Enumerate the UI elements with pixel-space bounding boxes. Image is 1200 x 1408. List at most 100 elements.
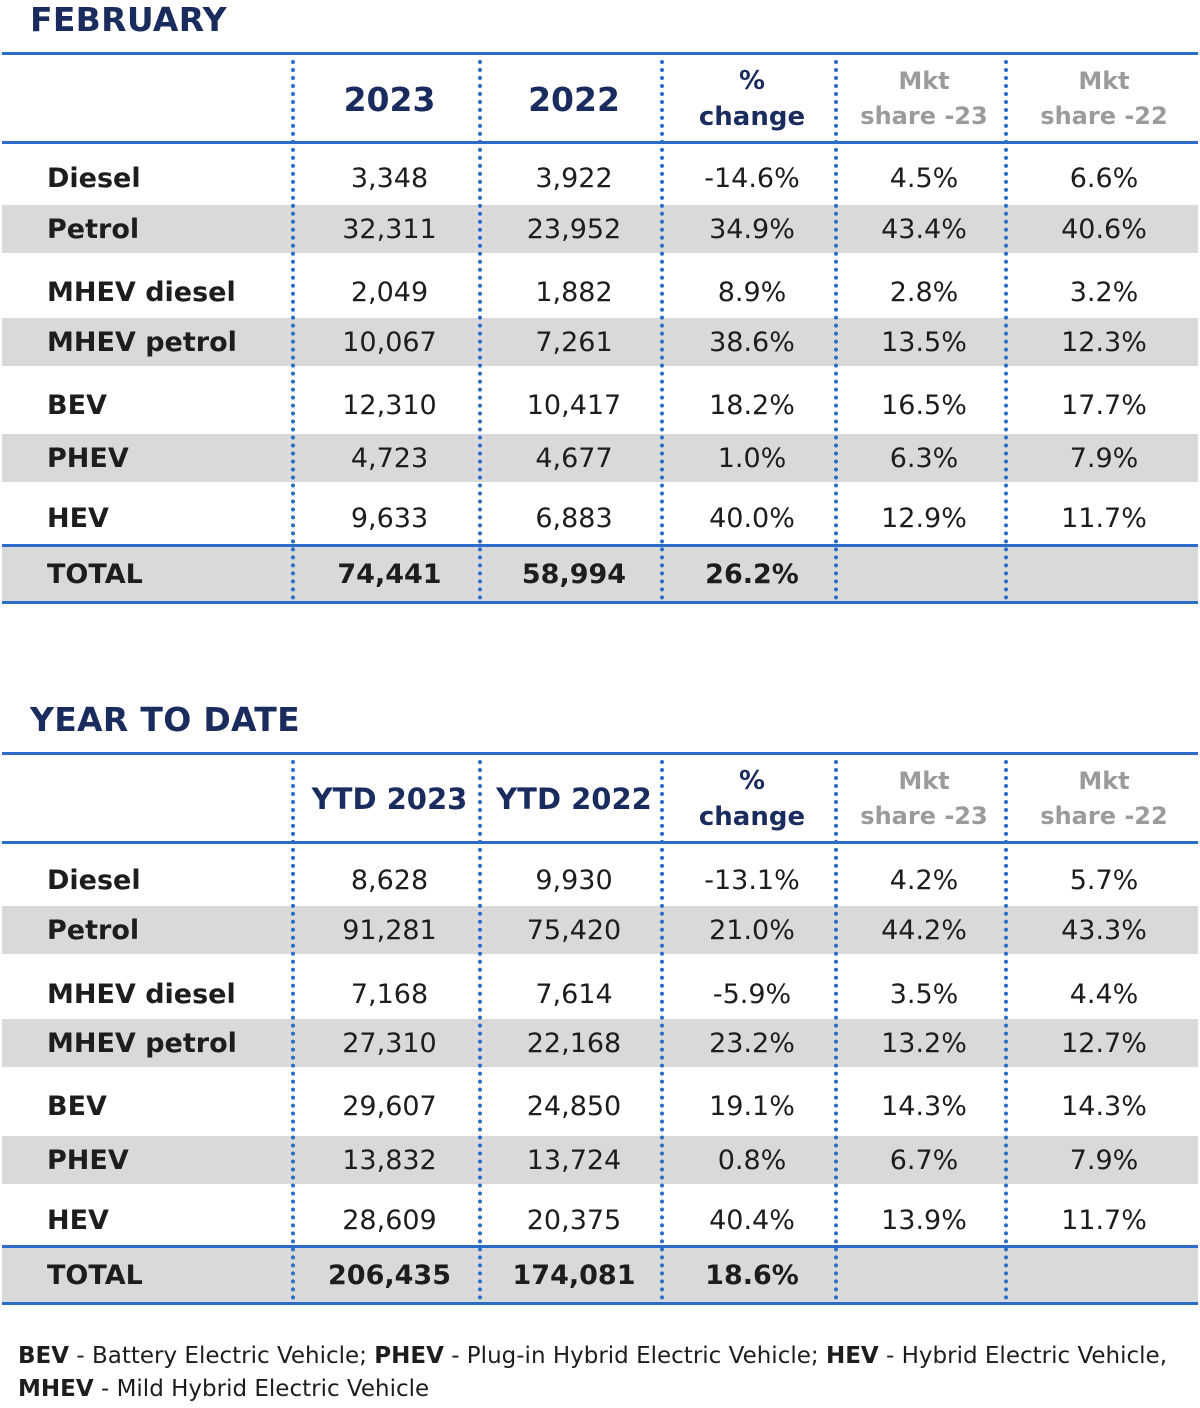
header-mkt22-line1: Mkt bbox=[1078, 767, 1130, 795]
value-ytd-2022: 24,850 bbox=[526, 1090, 622, 1122]
mkt-share-22: 40.6% bbox=[1061, 213, 1147, 245]
pct-change: 34.9% bbox=[709, 213, 795, 245]
value-2023: 12,310 bbox=[342, 389, 437, 421]
table-row: Diesel 8,628 9,930 -13.1% 4.2% 5.7% bbox=[2, 856, 1198, 904]
total-pct-change: 18.6% bbox=[705, 1259, 799, 1291]
mkt-share-23: 6.7% bbox=[889, 1144, 959, 1176]
section-title: YEAR TO DATE bbox=[30, 700, 300, 739]
pct-change: 23.2% bbox=[709, 1027, 795, 1059]
header-pct-change: change bbox=[698, 802, 806, 832]
mkt-share-23: 43.4% bbox=[881, 213, 967, 245]
table-row: HEV 28,609 20,375 40.4% 13.9% 11.7% bbox=[2, 1196, 1198, 1244]
ytd-table: YTD 2023 YTD 2022 % change Mkt share -23… bbox=[2, 752, 1198, 1312]
value-2022: 1,882 bbox=[535, 276, 613, 308]
pct-change: -13.1% bbox=[704, 864, 800, 896]
row-label: Diesel bbox=[47, 162, 141, 194]
value-ytd-2023: 8,628 bbox=[350, 864, 429, 896]
total-mkt-share-23 bbox=[840, 1248, 1008, 1302]
total-pct-change: 26.2% bbox=[705, 558, 799, 590]
column-divider bbox=[834, 60, 838, 600]
pct-change: 38.6% bbox=[709, 326, 795, 358]
value-ytd-2023: 91,281 bbox=[342, 914, 437, 946]
header-mkt22-line2: share -22 bbox=[1040, 102, 1168, 130]
header-col-2022: 2022 bbox=[528, 79, 620, 119]
column-divider bbox=[1004, 60, 1008, 600]
mkt-share-23: 12.9% bbox=[881, 502, 967, 534]
mkt-share-23: 4.5% bbox=[889, 162, 959, 194]
pct-change: 19.1% bbox=[709, 1090, 795, 1122]
header-col-ytd-2022: YTD 2022 bbox=[496, 782, 652, 816]
footnote-bev-abbr: BEV bbox=[18, 1343, 70, 1369]
column-divider bbox=[834, 760, 838, 1300]
pct-change: 0.8% bbox=[717, 1144, 787, 1176]
row-label: MHEV petrol bbox=[47, 1027, 237, 1059]
mkt-share-22: 6.6% bbox=[1069, 162, 1139, 194]
table-row: MHEV petrol 27,310 22,168 23.2% 13.2% 12… bbox=[2, 1019, 1198, 1067]
value-ytd-2022: 13,724 bbox=[526, 1144, 622, 1176]
mkt-share-23: 13.9% bbox=[881, 1204, 967, 1236]
table-row: BEV 12,310 10,417 18.2% 16.5% 17.7% bbox=[2, 381, 1198, 429]
value-ytd-2022: 75,420 bbox=[526, 914, 622, 946]
header-mkt23-line2: share -23 bbox=[860, 802, 988, 830]
mkt-share-23: 4.2% bbox=[889, 864, 959, 896]
section-title: FEBRUARY bbox=[30, 0, 227, 39]
mkt-share-22: 11.7% bbox=[1061, 502, 1147, 534]
value-2023: 32,311 bbox=[342, 213, 437, 245]
header-pct-symbol: % bbox=[738, 766, 766, 796]
mkt-share-23: 3.5% bbox=[889, 978, 959, 1010]
value-2023: 10,067 bbox=[342, 326, 437, 358]
mkt-share-22: 5.7% bbox=[1069, 864, 1139, 896]
total-2023: 74,441 bbox=[337, 558, 442, 590]
table-row: Diesel 3,348 3,922 -14.6% 4.5% 6.6% bbox=[2, 154, 1198, 202]
row-label: BEV bbox=[47, 1090, 107, 1122]
column-divider bbox=[660, 760, 664, 1300]
total-mkt-share-22 bbox=[1010, 1248, 1198, 1302]
value-2023: 9,633 bbox=[350, 502, 429, 534]
header-mkt22-line1: Mkt bbox=[1078, 67, 1130, 95]
total-ytd-2022: 174,081 bbox=[512, 1259, 636, 1291]
row-label: MHEV petrol bbox=[47, 326, 237, 358]
table-row: PHEV 13,832 13,724 0.8% 6.7% 7.9% bbox=[2, 1136, 1198, 1184]
value-2022: 23,952 bbox=[526, 213, 622, 245]
column-divider bbox=[291, 760, 295, 1300]
mkt-share-22: 11.7% bbox=[1061, 1204, 1147, 1236]
mkt-share-22: 43.3% bbox=[1061, 914, 1147, 946]
table-row: MHEV petrol 10,067 7,261 38.6% 13.5% 12.… bbox=[2, 318, 1198, 366]
mkt-share-22: 4.4% bbox=[1069, 978, 1139, 1010]
header-col-ytd-2023: YTD 2023 bbox=[311, 782, 468, 816]
value-ytd-2022: 22,168 bbox=[526, 1027, 622, 1059]
value-ytd-2023: 13,832 bbox=[342, 1144, 437, 1176]
mkt-share-23: 2.8% bbox=[889, 276, 959, 308]
value-2022: 4,677 bbox=[535, 442, 613, 474]
value-2023: 2,049 bbox=[350, 276, 429, 308]
value-ytd-2022: 9,930 bbox=[535, 864, 613, 896]
value-ytd-2022: 7,614 bbox=[535, 978, 613, 1010]
header-mkt22-line2: share -22 bbox=[1040, 802, 1168, 830]
footnote-mhev-abbr: MHEV bbox=[18, 1376, 94, 1402]
value-ytd-2023: 27,310 bbox=[342, 1027, 437, 1059]
footnote: BEV - Battery Electric Vehicle; PHEV - P… bbox=[18, 1340, 1188, 1406]
mkt-share-23: 44.2% bbox=[881, 914, 967, 946]
mkt-share-22: 7.9% bbox=[1069, 442, 1139, 474]
total-label: TOTAL bbox=[47, 1259, 143, 1291]
table-row: Petrol 91,281 75,420 21.0% 44.2% 43.3% bbox=[2, 906, 1198, 954]
value-ytd-2023: 7,168 bbox=[350, 978, 429, 1010]
total-label: TOTAL bbox=[47, 558, 143, 590]
total-2022: 58,994 bbox=[521, 558, 627, 590]
mkt-share-23: 16.5% bbox=[881, 389, 967, 421]
mkt-share-23: 13.5% bbox=[881, 326, 967, 358]
mkt-share-22: 7.9% bbox=[1069, 1144, 1139, 1176]
value-2022: 3,922 bbox=[535, 162, 613, 194]
mkt-share-23: 14.3% bbox=[881, 1090, 967, 1122]
row-label: PHEV bbox=[47, 442, 129, 474]
pct-change: -5.9% bbox=[712, 978, 792, 1010]
column-divider bbox=[1004, 760, 1008, 1300]
table-row: MHEV diesel 7,168 7,614 -5.9% 3.5% 4.4% bbox=[2, 970, 1198, 1018]
column-divider bbox=[478, 760, 482, 1300]
header-mkt23-line2: share -23 bbox=[860, 102, 988, 130]
row-label: HEV bbox=[47, 1204, 109, 1236]
table-row: BEV 29,607 24,850 19.1% 14.3% 14.3% bbox=[2, 1082, 1198, 1130]
february-table: 2023 2022 % change Mkt share -23 Mkt sha… bbox=[2, 52, 1198, 612]
column-divider bbox=[478, 60, 482, 600]
row-label: MHEV diesel bbox=[47, 276, 236, 308]
